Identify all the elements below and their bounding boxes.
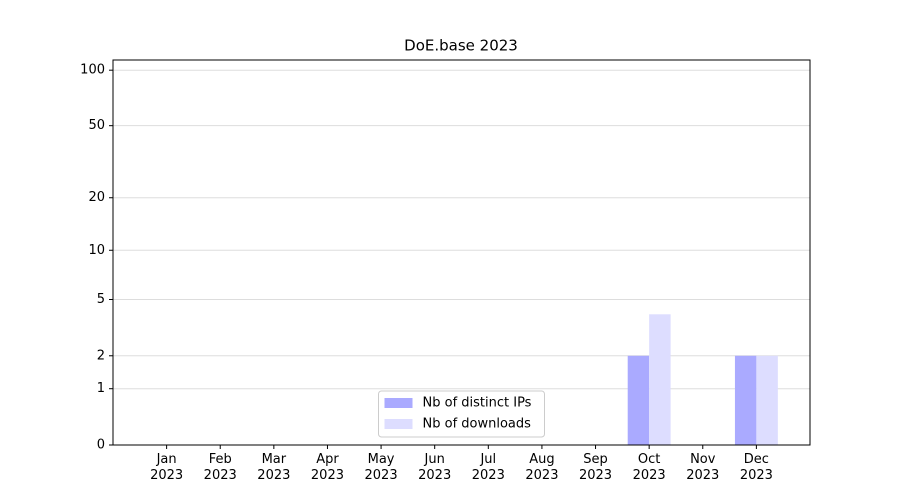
- legend-swatch: [384, 398, 413, 408]
- bar: [649, 314, 671, 445]
- y-tick-label: 50: [88, 118, 105, 133]
- x-tick-label: Mar 2023: [257, 452, 291, 483]
- x-tick-label: Feb 2023: [203, 452, 237, 483]
- y-tick-label: 2: [97, 348, 105, 363]
- x-tick-label: May 2023: [364, 452, 398, 483]
- chart-title: DoE.base 2023: [404, 37, 518, 55]
- legend-label: Nb of distinct IPs: [423, 396, 532, 411]
- x-tick-label: Sep 2023: [578, 452, 613, 483]
- x-tick-label: Apr 2023: [310, 452, 344, 483]
- y-tick-label: 20: [88, 190, 105, 205]
- legend-label: Nb of downloads: [423, 417, 532, 432]
- x-tick-label: Nov 2023: [686, 452, 720, 483]
- x-tick-label: Aug 2023: [525, 452, 559, 483]
- plot-frame: [112, 59, 811, 446]
- x-tick-label: Jul 2023: [471, 452, 505, 483]
- x-tick-label: Oct 2023: [632, 452, 666, 483]
- bar: [756, 355, 778, 445]
- y-tick-label: 5: [97, 292, 105, 307]
- x-tick-label: Jan 2023: [150, 452, 184, 483]
- bar: [627, 355, 650, 445]
- bar: [734, 355, 757, 445]
- x-tick-label: Dec 2023: [739, 452, 773, 483]
- y-tick-label: 0: [97, 438, 105, 453]
- legend-swatch: [384, 419, 413, 429]
- legend-box: [378, 390, 545, 438]
- y-tick-label: 10: [88, 243, 105, 258]
- x-tick-label: Jun 2023: [418, 452, 452, 483]
- y-tick-label: 100: [80, 63, 105, 78]
- y-tick-label: 1: [97, 381, 105, 396]
